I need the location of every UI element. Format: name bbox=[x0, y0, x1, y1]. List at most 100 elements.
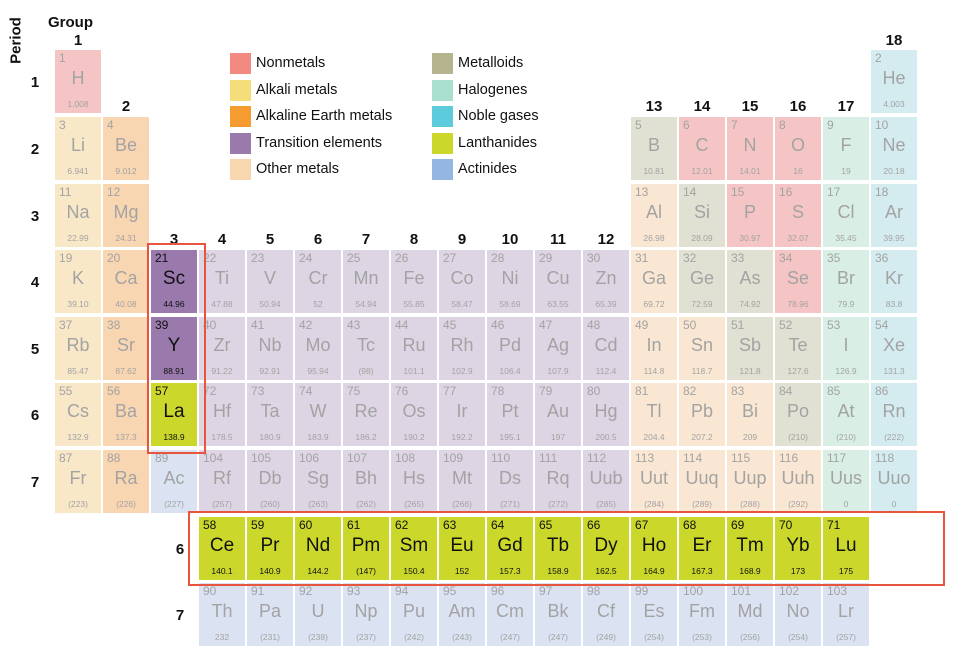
element-cell-p[interactable]: 15 P 30.97 bbox=[727, 184, 773, 247]
element-cell-pd[interactable]: 46 Pd 106.4 bbox=[487, 317, 533, 380]
element-cell-ca[interactable]: 20 Ca 40.08 bbox=[103, 250, 149, 313]
element-cell-cf[interactable]: 98 Cf (249) bbox=[583, 583, 629, 646]
element-cell-uus[interactable]: 117 Uus 0 bbox=[823, 450, 869, 513]
element-cell-ag[interactable]: 47 Ag 107.9 bbox=[535, 317, 581, 380]
element-cell-c[interactable]: 6 C 12.01 bbox=[679, 117, 725, 180]
element-cell-dy[interactable]: 66 Dy 162.5 bbox=[583, 517, 629, 580]
element-cell-sr[interactable]: 38 Sr 87.62 bbox=[103, 317, 149, 380]
element-cell-cu[interactable]: 29 Cu 63.55 bbox=[535, 250, 581, 313]
element-cell-ds[interactable]: 110 Ds (271) bbox=[487, 450, 533, 513]
element-cell-np[interactable]: 93 Np (237) bbox=[343, 583, 389, 646]
element-cell-os[interactable]: 76 Os 190.2 bbox=[391, 383, 437, 446]
element-cell-fm[interactable]: 100 Fm (253) bbox=[679, 583, 725, 646]
element-cell-n[interactable]: 7 N 14.01 bbox=[727, 117, 773, 180]
element-cell-kr[interactable]: 36 Kr 83.8 bbox=[871, 250, 917, 313]
element-cell-h[interactable]: 1 H 1.008 bbox=[55, 50, 101, 113]
element-cell-f[interactable]: 9 F 19 bbox=[823, 117, 869, 180]
element-cell-sm[interactable]: 62 Sm 150.4 bbox=[391, 517, 437, 580]
element-cell-se[interactable]: 34 Se 78.96 bbox=[775, 250, 821, 313]
element-cell-s[interactable]: 16 S 32.07 bbox=[775, 184, 821, 247]
element-cell-lu[interactable]: 71 Lu 175 bbox=[823, 517, 869, 580]
element-cell-cs[interactable]: 55 Cs 132.9 bbox=[55, 383, 101, 446]
element-cell-au[interactable]: 79 Au 197 bbox=[535, 383, 581, 446]
element-cell-cd[interactable]: 48 Cd 112.4 bbox=[583, 317, 629, 380]
element-cell-li[interactable]: 3 Li 6.941 bbox=[55, 117, 101, 180]
element-cell-mo[interactable]: 42 Mo 95.94 bbox=[295, 317, 341, 380]
element-cell-ti[interactable]: 22 Ti 47.88 bbox=[199, 250, 245, 313]
element-cell-tm[interactable]: 69 Tm 168.9 bbox=[727, 517, 773, 580]
element-cell-fr[interactable]: 87 Fr (223) bbox=[55, 450, 101, 513]
element-cell-w[interactable]: 74 W 183.9 bbox=[295, 383, 341, 446]
element-cell-lr[interactable]: 103 Lr (257) bbox=[823, 583, 869, 646]
element-cell-o[interactable]: 8 O 16 bbox=[775, 117, 821, 180]
element-cell-eu[interactable]: 63 Eu 152 bbox=[439, 517, 485, 580]
element-cell-pa[interactable]: 91 Pa (231) bbox=[247, 583, 293, 646]
element-cell-br[interactable]: 35 Br 79.9 bbox=[823, 250, 869, 313]
element-cell-gd[interactable]: 64 Gd 157.3 bbox=[487, 517, 533, 580]
element-cell-cr[interactable]: 24 Cr 52 bbox=[295, 250, 341, 313]
element-cell-re[interactable]: 75 Re 186.2 bbox=[343, 383, 389, 446]
element-cell-rq[interactable]: 111 Rq (272) bbox=[535, 450, 581, 513]
element-cell-zn[interactable]: 30 Zn 65.39 bbox=[583, 250, 629, 313]
element-cell-v[interactable]: 23 V 50.94 bbox=[247, 250, 293, 313]
element-cell-hf[interactable]: 72 Hf 178.5 bbox=[199, 383, 245, 446]
element-cell-uuq[interactable]: 114 Uuq (289) bbox=[679, 450, 725, 513]
element-cell-ne[interactable]: 10 Ne 20.18 bbox=[871, 117, 917, 180]
element-cell-in[interactable]: 49 In 114.8 bbox=[631, 317, 677, 380]
element-cell-b[interactable]: 5 B 10.81 bbox=[631, 117, 677, 180]
element-cell-cl[interactable]: 17 Cl 35.45 bbox=[823, 184, 869, 247]
element-cell-ir[interactable]: 77 Ir 192.2 bbox=[439, 383, 485, 446]
element-cell-ga[interactable]: 31 Ga 69.72 bbox=[631, 250, 677, 313]
element-cell-u[interactable]: 92 U (238) bbox=[295, 583, 341, 646]
element-cell-ru[interactable]: 44 Ru 101.1 bbox=[391, 317, 437, 380]
element-cell-ni[interactable]: 28 Ni 58.69 bbox=[487, 250, 533, 313]
element-cell-nb[interactable]: 41 Nb 92.91 bbox=[247, 317, 293, 380]
element-cell-rf[interactable]: 104 Rf (257) bbox=[199, 450, 245, 513]
element-cell-y[interactable]: 39 Y 88.91 bbox=[151, 317, 197, 380]
element-cell-al[interactable]: 13 Al 26.98 bbox=[631, 184, 677, 247]
element-cell-pb[interactable]: 82 Pb 207.2 bbox=[679, 383, 725, 446]
element-cell-la[interactable]: 57 La 138.9 bbox=[151, 383, 197, 446]
element-cell-db[interactable]: 105 Db (260) bbox=[247, 450, 293, 513]
element-cell-sc[interactable]: 21 Sc 44.96 bbox=[151, 250, 197, 313]
element-cell-fe[interactable]: 26 Fe 55.85 bbox=[391, 250, 437, 313]
element-cell-ce[interactable]: 58 Ce 140.1 bbox=[199, 517, 245, 580]
element-cell-ac[interactable]: 89 Ac (227) bbox=[151, 450, 197, 513]
element-cell-sg[interactable]: 106 Sg (263) bbox=[295, 450, 341, 513]
element-cell-at[interactable]: 85 At (210) bbox=[823, 383, 869, 446]
element-cell-co[interactable]: 27 Co 58.47 bbox=[439, 250, 485, 313]
element-cell-uuo[interactable]: 118 Uuo 0 bbox=[871, 450, 917, 513]
element-cell-xe[interactable]: 54 Xe 131.3 bbox=[871, 317, 917, 380]
element-cell-rb[interactable]: 37 Rb 85.47 bbox=[55, 317, 101, 380]
element-cell-tb[interactable]: 65 Tb 158.9 bbox=[535, 517, 581, 580]
element-cell-er[interactable]: 68 Er 167.3 bbox=[679, 517, 725, 580]
element-cell-am[interactable]: 95 Am (243) bbox=[439, 583, 485, 646]
element-cell-nd[interactable]: 60 Nd 144.2 bbox=[295, 517, 341, 580]
element-cell-tl[interactable]: 81 Tl 204.4 bbox=[631, 383, 677, 446]
element-cell-na[interactable]: 11 Na 22.99 bbox=[55, 184, 101, 247]
element-cell-rn[interactable]: 86 Rn (222) bbox=[871, 383, 917, 446]
element-cell-uut[interactable]: 113 Uut (284) bbox=[631, 450, 677, 513]
element-cell-pr[interactable]: 59 Pr 140.9 bbox=[247, 517, 293, 580]
element-cell-mg[interactable]: 12 Mg 24.31 bbox=[103, 184, 149, 247]
element-cell-ge[interactable]: 32 Ge 72.59 bbox=[679, 250, 725, 313]
element-cell-rh[interactable]: 45 Rh 102.9 bbox=[439, 317, 485, 380]
element-cell-bh[interactable]: 107 Bh (262) bbox=[343, 450, 389, 513]
element-cell-pu[interactable]: 94 Pu (242) bbox=[391, 583, 437, 646]
element-cell-tc[interactable]: 43 Tc (98) bbox=[343, 317, 389, 380]
element-cell-he[interactable]: 2 He 4.003 bbox=[871, 50, 917, 113]
element-cell-ta[interactable]: 73 Ta 180.9 bbox=[247, 383, 293, 446]
element-cell-hs[interactable]: 108 Hs (265) bbox=[391, 450, 437, 513]
element-cell-mn[interactable]: 25 Mn 54.94 bbox=[343, 250, 389, 313]
element-cell-pm[interactable]: 61 Pm (147) bbox=[343, 517, 389, 580]
element-cell-ba[interactable]: 56 Ba 137.3 bbox=[103, 383, 149, 446]
element-cell-zr[interactable]: 40 Zr 91.22 bbox=[199, 317, 245, 380]
element-cell-bk[interactable]: 97 Bk (247) bbox=[535, 583, 581, 646]
element-cell-bi[interactable]: 83 Bi 209 bbox=[727, 383, 773, 446]
element-cell-md[interactable]: 101 Md (256) bbox=[727, 583, 773, 646]
element-cell-cm[interactable]: 96 Cm (247) bbox=[487, 583, 533, 646]
element-cell-yb[interactable]: 70 Yb 173 bbox=[775, 517, 821, 580]
element-cell-th[interactable]: 90 Th 232 bbox=[199, 583, 245, 646]
element-cell-ho[interactable]: 67 Ho 164.9 bbox=[631, 517, 677, 580]
element-cell-sn[interactable]: 50 Sn 118.7 bbox=[679, 317, 725, 380]
